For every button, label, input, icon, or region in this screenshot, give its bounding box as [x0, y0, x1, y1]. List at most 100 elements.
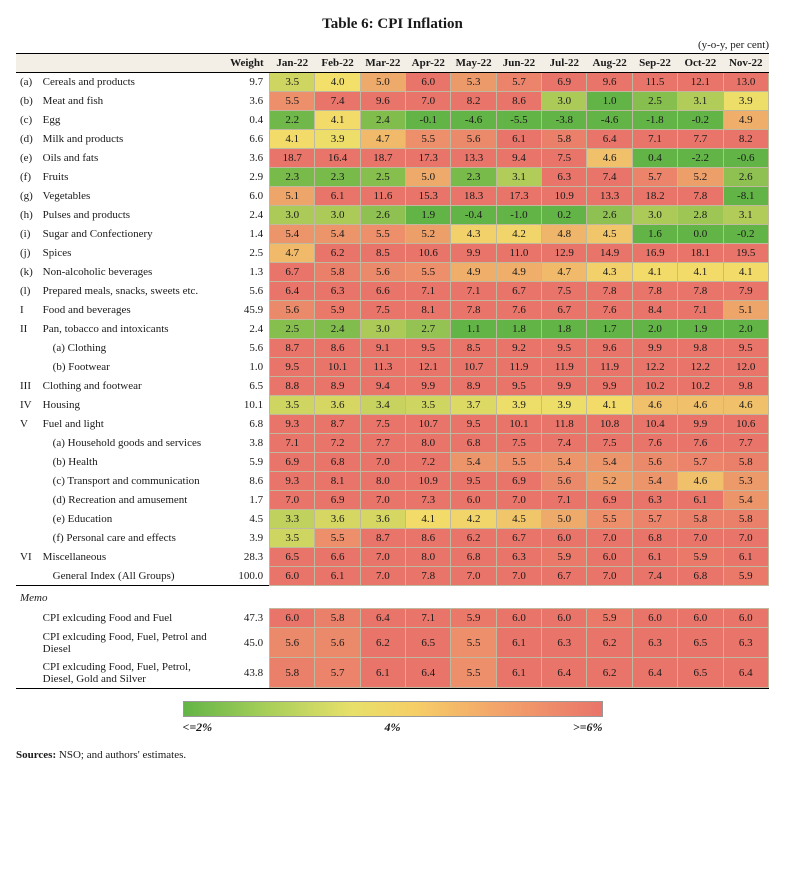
value-cell: 10.2 — [678, 377, 723, 396]
value-cell: 6.0 — [542, 529, 587, 548]
value-cell: 4.1 — [678, 263, 723, 282]
value-cell: 6.1 — [496, 628, 541, 658]
table-row: (c) Transport and communication8.69.38.1… — [16, 472, 769, 491]
value-cell: 5.4 — [632, 472, 677, 491]
value-cell: 7.1 — [451, 282, 496, 301]
value-cell: 7.0 — [270, 491, 315, 510]
value-cell: 1.8 — [542, 320, 587, 339]
value-cell: 4.5 — [496, 510, 541, 529]
value-cell: 17.3 — [496, 187, 541, 206]
table-row: (g)Vegetables6.05.16.111.615.318.317.310… — [16, 187, 769, 206]
value-cell: 6.2 — [587, 628, 632, 658]
value-cell: 8.0 — [360, 472, 405, 491]
row-key: (f) — [16, 168, 39, 187]
value-cell: 8.7 — [360, 529, 405, 548]
value-cell: 3.5 — [270, 396, 315, 415]
row-weight: 1.4 — [224, 225, 269, 244]
row-label: (f) Personal care and effects — [39, 529, 225, 548]
value-cell: 3.6 — [315, 396, 360, 415]
value-cell: 6.0 — [723, 609, 769, 628]
value-cell: 7.7 — [678, 130, 723, 149]
value-cell: 5.8 — [315, 609, 360, 628]
value-cell: 5.6 — [451, 130, 496, 149]
value-cell: 6.2 — [451, 529, 496, 548]
value-cell: 6.7 — [496, 282, 541, 301]
value-cell: 7.5 — [542, 282, 587, 301]
row-weight: 3.9 — [224, 529, 269, 548]
value-cell: 9.4 — [496, 149, 541, 168]
table-row: (f)Fruits2.92.32.32.55.02.33.16.37.45.75… — [16, 168, 769, 187]
value-cell: 2.0 — [632, 320, 677, 339]
row-weight: 6.0 — [224, 187, 269, 206]
value-cell: 7.8 — [587, 282, 632, 301]
value-cell: 6.2 — [315, 244, 360, 263]
value-cell: 7.0 — [496, 491, 541, 510]
value-cell: 2.7 — [406, 320, 451, 339]
header-month: Jan-22 — [270, 54, 315, 73]
value-cell: 10.7 — [406, 415, 451, 434]
table-row: (d)Milk and products6.64.13.94.75.55.66.… — [16, 130, 769, 149]
value-cell: 3.1 — [723, 206, 769, 225]
value-cell: 6.2 — [360, 628, 405, 658]
row-key — [16, 658, 39, 688]
value-cell: 6.2 — [587, 658, 632, 688]
value-cell: 17.3 — [406, 149, 451, 168]
value-cell: 3.5 — [270, 529, 315, 548]
value-cell: 7.8 — [678, 187, 723, 206]
value-cell: 7.4 — [542, 434, 587, 453]
value-cell: 7.1 — [678, 301, 723, 320]
value-cell: 5.8 — [678, 510, 723, 529]
table-row: (k)Non-alcoholic beverages1.36.75.85.65.… — [16, 263, 769, 282]
value-cell: 8.8 — [270, 377, 315, 396]
row-label: Fruits — [39, 168, 225, 187]
value-cell: 9.9 — [632, 339, 677, 358]
value-cell: 2.5 — [360, 168, 405, 187]
table-row: (c)Egg0.42.24.12.4-0.1-4.6-5.5-3.8-4.6-1… — [16, 111, 769, 130]
legend-mid: 4% — [385, 720, 401, 735]
header-month: Oct-22 — [678, 54, 723, 73]
value-cell: 5.1 — [270, 187, 315, 206]
value-cell: 8.6 — [406, 529, 451, 548]
value-cell: 4.7 — [542, 263, 587, 282]
value-cell: 1.7 — [587, 320, 632, 339]
value-cell: 10.2 — [632, 377, 677, 396]
row-weight: 5.6 — [224, 339, 269, 358]
value-cell: 6.6 — [360, 282, 405, 301]
row-label: Prepared meals, snacks, sweets etc. — [39, 282, 225, 301]
table-row: CPI exlcuding Food, Fuel, Petrol and Die… — [16, 628, 769, 658]
value-cell: 7.0 — [451, 567, 496, 586]
row-label: (a) Household goods and services — [39, 434, 225, 453]
value-cell: 7.0 — [723, 529, 769, 548]
value-cell: 9.3 — [270, 472, 315, 491]
value-cell: 7.1 — [632, 130, 677, 149]
table-row: IIPan, tobacco and intoxicants2.42.52.43… — [16, 320, 769, 339]
value-cell: 4.3 — [451, 225, 496, 244]
value-cell: 0.4 — [632, 149, 677, 168]
value-cell: 11.9 — [587, 358, 632, 377]
value-cell: 11.3 — [360, 358, 405, 377]
value-cell: 8.7 — [270, 339, 315, 358]
value-cell: 9.5 — [723, 339, 769, 358]
value-cell: 9.5 — [451, 472, 496, 491]
row-label: CPI exlcuding Food, Fuel, Petrol and Die… — [39, 628, 225, 658]
value-cell: 18.7 — [270, 149, 315, 168]
value-cell: 12.1 — [678, 73, 723, 92]
value-cell: 12.9 — [542, 244, 587, 263]
value-cell: 5.6 — [270, 628, 315, 658]
value-cell: 19.5 — [723, 244, 769, 263]
row-weight: 9.7 — [224, 73, 269, 92]
table-row: (b) Health5.96.96.87.07.25.45.55.45.45.6… — [16, 453, 769, 472]
row-label: Pan, tobacco and intoxicants — [39, 320, 225, 339]
value-cell: 4.1 — [270, 130, 315, 149]
row-weight: 45.9 — [224, 301, 269, 320]
value-cell: 3.1 — [678, 92, 723, 111]
row-label: Non-alcoholic beverages — [39, 263, 225, 282]
table-row: (a) Household goods and services3.87.17.… — [16, 434, 769, 453]
legend-gradient — [183, 701, 603, 717]
value-cell: 0.2 — [542, 206, 587, 225]
value-cell: 9.8 — [678, 339, 723, 358]
value-cell: -4.6 — [451, 111, 496, 130]
table-row: IFood and beverages45.95.65.97.58.17.87.… — [16, 301, 769, 320]
value-cell: 5.5 — [315, 529, 360, 548]
row-key: (g) — [16, 187, 39, 206]
